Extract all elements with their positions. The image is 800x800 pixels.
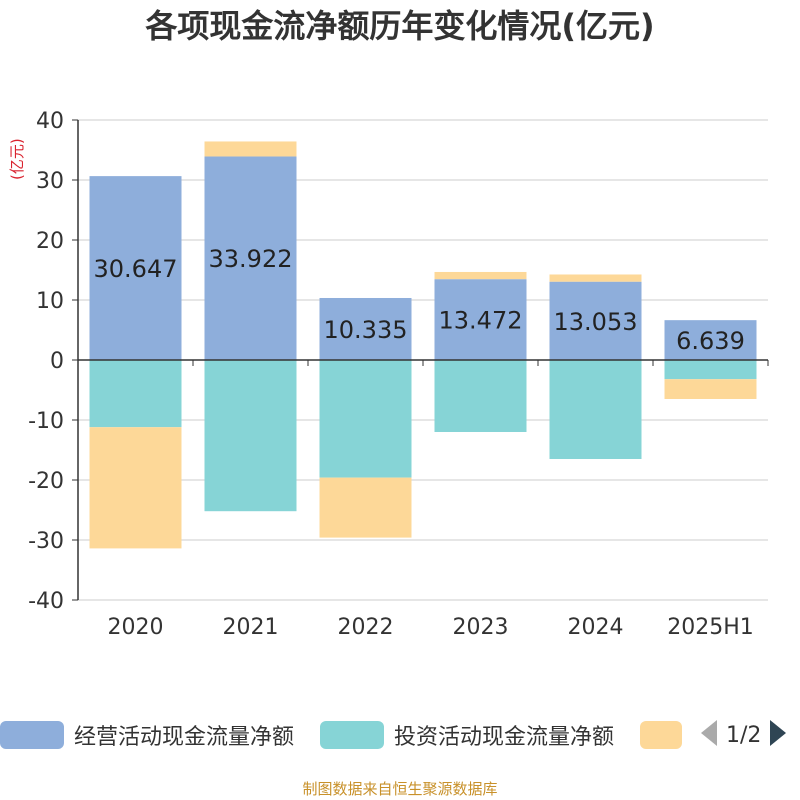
legend-label-investing: 投资活动现金流量净额 [394, 725, 615, 750]
data-label: 6.639 [676, 327, 745, 355]
bar-segment [434, 279, 527, 360]
legend-swatch-financing [640, 721, 682, 749]
bar-segment [664, 379, 757, 399]
bar-segment [549, 360, 642, 459]
pager-prev-icon[interactable] [700, 719, 718, 751]
bar-segment [89, 427, 182, 549]
x-tick-label: 2025H1 [667, 615, 754, 640]
bar-segment [89, 360, 182, 428]
y-axis-label: (亿元) [4, 120, 28, 180]
pager-next-icon[interactable] [769, 719, 787, 751]
bar-segment [204, 360, 297, 512]
legend-item-operating[interactable]: 经营活动现金流量净额 [0, 720, 294, 750]
legend-item-financing[interactable] [640, 720, 682, 750]
legend-swatch-investing [320, 721, 384, 749]
y-tick-label: 0 [50, 349, 64, 374]
y-tick-label: -10 [28, 409, 64, 434]
legend-swatch-operating [0, 721, 64, 749]
y-tick-label: 30 [36, 169, 64, 194]
data-label: 33.922 [209, 245, 293, 273]
bar-segment [319, 360, 412, 478]
grid-layer [78, 119, 768, 601]
bar-segment [204, 141, 297, 157]
axis-layer: 40 30 20 10 0 -10 -20 -30 -40 2020 2021 2022 2023 202… [28, 109, 769, 640]
x-tick-label: 2023 [453, 615, 509, 640]
bar-segment [89, 176, 182, 360]
chart-title: 各项现金流净额历年变化情况(亿元) [145, 7, 655, 45]
bar-segment [549, 281, 642, 360]
x-tick-label: 2021 [223, 615, 279, 640]
y-axis-label-text: (亿元) [8, 138, 26, 180]
data-label: 13.053 [554, 308, 638, 336]
pager-text: 1/2 [726, 722, 762, 748]
bar-segment [319, 477, 412, 538]
chart-canvas: 40 30 20 10 0 -10 -20 -30 -40 2020 2021 2022 2023 202… [28, 109, 769, 640]
x-tick-label: 2020 [108, 615, 164, 640]
bar-segment [664, 360, 757, 380]
data-label: 30.647 [94, 255, 178, 283]
label-layer: 30.647 33.922 10.335 13.472 13.053 6.639 [94, 245, 745, 355]
bar-segment [549, 274, 642, 282]
legend-pager: 1/2 [700, 720, 787, 750]
y-tick-label: -30 [28, 529, 64, 554]
data-label: 13.472 [439, 307, 523, 335]
y-tick-label: -20 [28, 469, 64, 494]
legend-label-operating: 经营活动现金流量净额 [74, 725, 295, 750]
y-tick-label: 10 [36, 289, 64, 314]
x-tick-label: 2022 [338, 615, 394, 640]
y-tick-label: 20 [36, 229, 64, 254]
footer-source: 制图数据来自恒生聚源数据库 [302, 780, 498, 798]
y-tick-label: 40 [36, 109, 64, 134]
bar-layer [89, 141, 757, 549]
bar-segment [204, 156, 297, 360]
bar-segment [434, 360, 527, 432]
bar-segment [319, 297, 412, 360]
bar-segment [664, 320, 757, 360]
y-tick-label: -40 [28, 589, 64, 614]
data-label: 10.335 [324, 316, 408, 344]
x-tick-label: 2024 [568, 615, 624, 640]
bar-segment [434, 271, 527, 280]
legend: 经营活动现金流量净额 投资活动现金流量净额 1/2 [0, 716, 800, 756]
legend-item-investing[interactable]: 投资活动现金流量净额 [320, 720, 614, 750]
